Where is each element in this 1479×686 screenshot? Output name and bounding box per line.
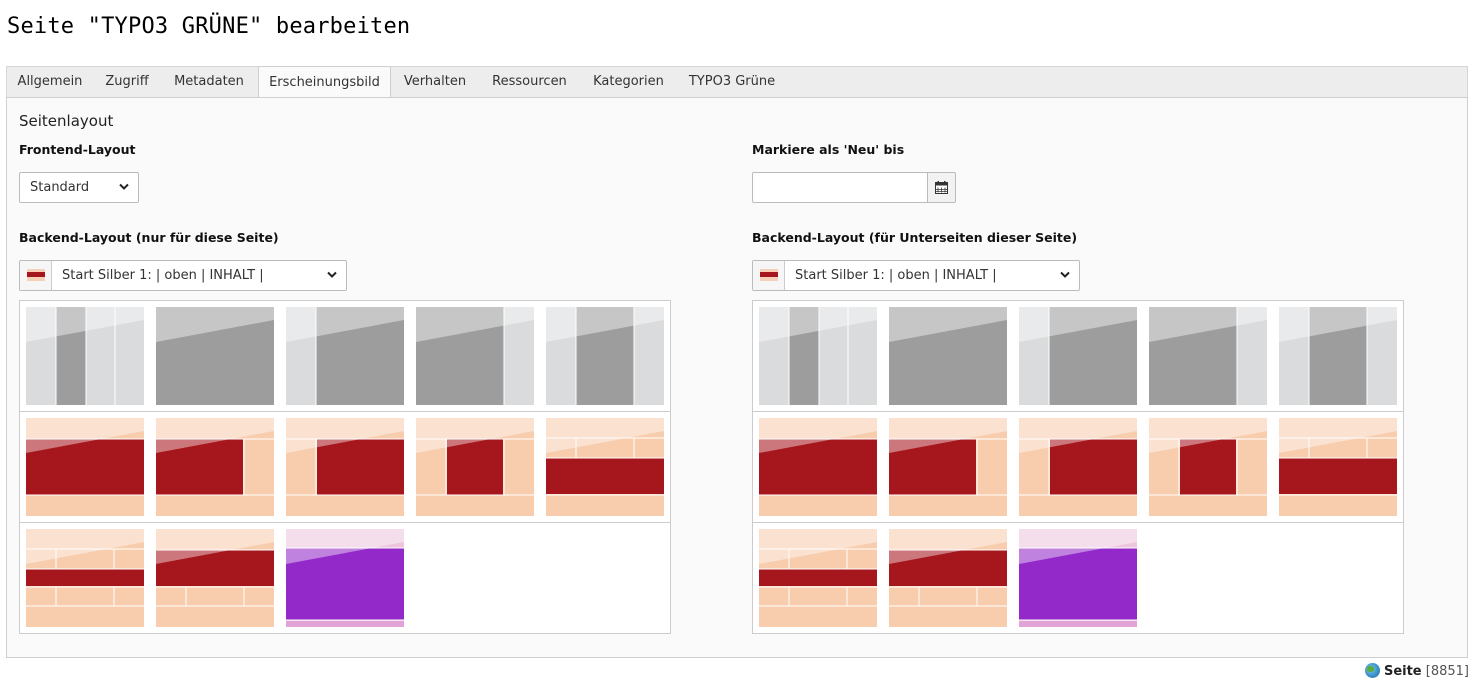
layout-gallery-row [20,301,670,412]
frontend-layout-value: Standard [30,180,90,195]
layout-gallery-row [20,412,670,523]
calendar-button[interactable] [927,172,956,203]
layout-preview-image [1019,307,1137,405]
calendar-icon [935,181,948,194]
tab-bar: Allgemein Zugriff Metadaten Erscheinungs… [6,66,1468,99]
layout-preview-image [156,418,274,516]
tab-panel-erscheinungsbild: Seitenlayout Frontend-Layout Standard Ma… [6,97,1468,658]
chevron-down-icon [1060,271,1070,278]
layout-thumbnail-grey-right-sidebar[interactable] [1149,307,1267,405]
layout-gallery-row [753,523,1403,634]
section-title: Seitenlayout [19,112,114,130]
layout-preview-image [546,307,664,405]
frontend-layout-label: Frontend-Layout [19,142,136,157]
layout-preview-image [1149,307,1267,405]
layout-thumbnail-grey-3col[interactable] [546,307,664,405]
layout-preview-image [889,418,1007,516]
tab-metadaten[interactable]: Metadaten [174,74,244,89]
layout-preview-image [416,307,534,405]
layout-thumbnail-red-top-boxes[interactable] [1279,418,1397,516]
layout-thumbnail-grey-3col[interactable] [1279,307,1397,405]
layout-thumbnail-red-right-sidebar[interactable] [156,418,274,516]
tab-allgemein[interactable]: Allgemein [17,74,83,89]
layout-preview-image [889,307,1007,405]
backend-layout-value: Start Silber 1: | oben | INHALT | [62,268,264,283]
layout-thumbnail-grey-4col[interactable] [26,307,144,405]
layout-preview-image [286,418,404,516]
frontend-layout-select[interactable]: Standard [19,172,139,203]
record-info: Seite [8851] [1364,663,1469,679]
layout-preview-image [1279,307,1397,405]
layout-thumbnail-red-left-sidebar[interactable] [1019,418,1137,516]
layout-preview-image [1019,418,1137,516]
layout-thumbnail-red-3col[interactable] [416,418,534,516]
tab-ressourcen[interactable]: Ressourcen [492,74,567,89]
backend-layout-preview-icon [20,261,52,290]
layout-gallery-row [753,301,1403,412]
layout-preview-image [156,307,274,405]
layout-preview-image [26,307,144,405]
backend-layout-subpages-gallery [752,300,1404,634]
layout-thumbnail-grey-4col[interactable] [759,307,877,405]
page-title: Seite "TYPO3 GRÜNE" bearbeiten [7,14,411,39]
layout-preview-image [286,307,404,405]
chevron-down-icon [119,183,129,190]
backend-layout-label: Backend-Layout (nur für diese Seite) [19,230,279,245]
layout-preview-image [1279,418,1397,516]
layout-preview-image [1149,418,1267,516]
layout-thumbnail-red-3col[interactable] [1149,418,1267,516]
globe-icon [1364,663,1380,678]
layout-preview-image [286,529,404,627]
layout-preview-image [26,529,144,627]
record-id: [8851] [1425,664,1469,679]
backend-layout-subpages-label: Backend-Layout (für Unterseiten dieser S… [752,230,1078,245]
layout-preview-image [759,418,877,516]
backend-layout-gallery [19,300,671,634]
layout-preview-image [546,418,664,516]
layout-thumbnail-red-boxes-top-bottom[interactable] [759,529,877,627]
layout-preview-image [1019,529,1137,627]
layout-thumbnail-red-wide-boxes-bottom[interactable] [889,529,1007,627]
layout-preview-image [759,307,877,405]
new-until-label: Markiere als 'Neu' bis [752,142,905,157]
layout-thumbnail-grey-full[interactable] [156,307,274,405]
layout-thumbnail-red-left-sidebar[interactable] [286,418,404,516]
layout-preview-image [156,529,274,627]
layout-thumbnail-grey-right-sidebar[interactable] [416,307,534,405]
backend-layout-preview-icon [753,261,785,290]
layout-thumbnail-red-right-sidebar[interactable] [889,418,1007,516]
layout-preview-image [416,418,534,516]
tab-zugriff[interactable]: Zugriff [105,74,149,89]
layout-preview-image [26,418,144,516]
layout-thumbnail-purple-full[interactable] [286,529,404,627]
layout-thumbnail-grey-left-sidebar[interactable] [1019,307,1137,405]
layout-thumbnail-red-boxes-top-bottom[interactable] [26,529,144,627]
tab-kategorien[interactable]: Kategorien [593,74,664,89]
layout-gallery-row [20,523,670,634]
layout-thumbnail-red-full[interactable] [26,418,144,516]
layout-thumbnail-red-wide-boxes-bottom[interactable] [156,529,274,627]
layout-thumbnail-red-full[interactable] [759,418,877,516]
layout-preview-image [759,529,877,627]
layout-gallery-row [753,412,1403,523]
tab-typo3-gruene[interactable]: TYPO3 Grüne [688,74,776,89]
layout-thumbnail-grey-left-sidebar[interactable] [286,307,404,405]
backend-layout-select[interactable]: Start Silber 1: | oben | INHALT | [19,260,347,291]
backend-layout-subpages-select[interactable]: Start Silber 1: | oben | INHALT | [752,260,1080,291]
layout-thumbnail-grey-full[interactable] [889,307,1007,405]
layout-thumbnail-purple-full[interactable] [1019,529,1137,627]
tab-erscheinungsbild[interactable]: Erscheinungsbild [258,66,391,99]
new-until-date-input[interactable] [752,172,928,203]
chevron-down-icon [327,271,337,278]
layout-preview-image [889,529,1007,627]
backend-layout-subpages-value: Start Silber 1: | oben | INHALT | [795,268,997,283]
layout-thumbnail-red-top-boxes[interactable] [546,418,664,516]
record-type: Seite [1383,664,1422,679]
tab-verhalten[interactable]: Verhalten [403,74,467,89]
